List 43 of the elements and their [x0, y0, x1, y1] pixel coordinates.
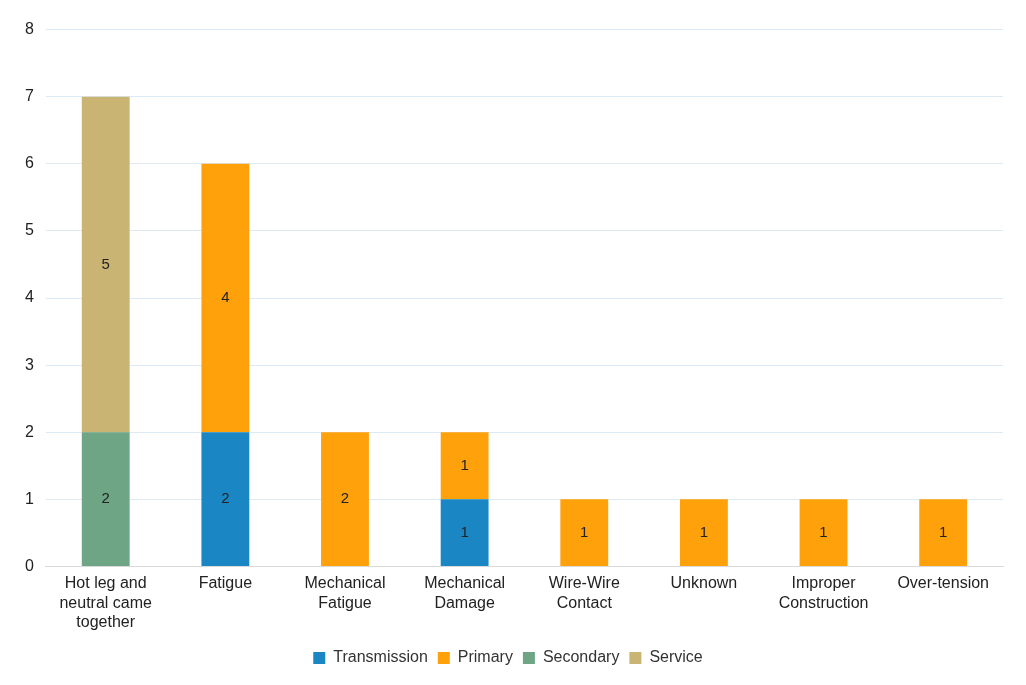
x-tick-label: Wire-Wire Contact: [548, 574, 620, 611]
y-tick-label: 7: [24, 87, 34, 105]
bar: [560, 499, 609, 566]
y-tick-label: 2: [24, 422, 34, 440]
data-label: 5: [101, 254, 110, 272]
legend-label: Transmission: [333, 648, 428, 666]
data-label: 1: [939, 522, 948, 540]
bar: [81, 432, 130, 566]
y-tick-label: 0: [24, 556, 34, 574]
bar: [81, 96, 130, 433]
data-label: 2: [340, 489, 350, 507]
x-tick-label: Mechanical Damage: [424, 574, 506, 611]
x-tick-label: Improper Construction: [778, 574, 869, 611]
x-tick-label: Unknown: [670, 574, 738, 592]
data-label: 4: [221, 288, 230, 306]
data-label: 2: [101, 489, 110, 507]
y-tick-label: 1: [24, 489, 34, 507]
bar: [440, 432, 489, 500]
bar: [799, 499, 848, 566]
bar: [321, 432, 369, 566]
y-tick-label: 5: [24, 221, 34, 239]
y-tick-label: 8: [24, 20, 34, 38]
y-tick-label: 3: [24, 355, 34, 373]
y-tick-label: 6: [24, 154, 34, 172]
legend-label: Primary: [457, 648, 513, 666]
bar: [440, 499, 489, 566]
x-tick-label: Mechanical Fatigue: [304, 574, 386, 611]
bar: [201, 432, 250, 566]
x-tick-label: Hot leg and neutral came together: [59, 574, 153, 630]
x-tick-label: Fatigue: [198, 574, 253, 592]
bar: [679, 499, 728, 566]
x-tick-label: Over-tension: [897, 574, 989, 592]
data-label: 1: [460, 522, 469, 540]
y-tick-label: 4: [24, 288, 34, 306]
bar: [201, 163, 250, 433]
data-label: 1: [699, 522, 709, 540]
data-label: 1: [819, 522, 828, 540]
legend-label: Service: [649, 648, 703, 666]
legend-label: Secondary: [542, 648, 620, 666]
data-label: 1: [460, 455, 469, 473]
data-label: 2: [221, 489, 230, 507]
data-label: 1: [580, 522, 589, 540]
bar: [919, 499, 968, 566]
